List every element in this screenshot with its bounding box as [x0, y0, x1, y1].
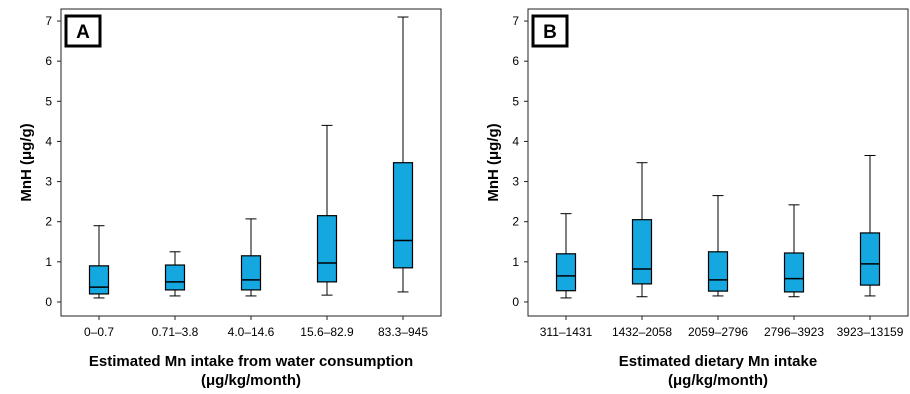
y-tick-label: 2	[45, 215, 52, 229]
y-tick-label: 5	[45, 94, 52, 108]
x-tick-label: 4.0–14.6	[228, 325, 275, 339]
x-tick-label: 2059–2796	[688, 325, 748, 339]
box-iqr	[555, 253, 577, 292]
x-tick-label: 3923–13159	[837, 325, 904, 339]
y-tick-label: 2	[512, 215, 519, 229]
x-tick-label: 15.6–82.9	[300, 325, 354, 339]
box-1	[555, 213, 577, 299]
panel-letter-box	[64, 14, 102, 48]
y-tick-label: 5	[512, 94, 519, 108]
y-tick-label: 4	[45, 134, 52, 148]
box-4	[316, 124, 338, 296]
box-2	[164, 251, 186, 297]
x-tick-label: 311–1431	[540, 325, 593, 339]
y-tick-label: 4	[512, 134, 519, 148]
x-tick-label: 0.71–3.8	[152, 325, 199, 339]
y-tick-label: 3	[45, 175, 52, 189]
box-1	[88, 225, 110, 299]
panel-b: B 0 1 2 3 4 5 6 7 311–1431 1432–2058 2059–2796 2796–…	[485, 8, 909, 389]
panel-letter-box	[531, 14, 569, 48]
box-iqr	[88, 265, 110, 295]
box-iqr	[392, 162, 414, 269]
box-iqr	[164, 264, 186, 291]
x-axis-label-line-2: (μg/kg/month)	[668, 372, 768, 389]
x-tick-label: 2796–3923	[764, 325, 824, 339]
box-iqr	[631, 219, 653, 285]
x-axis-label-line-1: Estimated dietary Mn intake	[619, 353, 817, 370]
x-axis-label-line-1: Estimated Mn intake from water consumpti…	[89, 353, 413, 370]
y-tick-label: 3	[512, 175, 519, 189]
x-axis-label-line-2: (μg/kg/month)	[201, 372, 301, 389]
box-iqr	[783, 252, 805, 293]
y-tick-label: 6	[45, 54, 52, 68]
x-tick-label: 0–0.7	[84, 325, 114, 339]
y-tick-label: 1	[45, 255, 52, 269]
y-tick-label: 7	[512, 14, 519, 28]
box-5	[859, 154, 881, 297]
panel-a: A 0 1 2 3 4 5 6 7 0–0.7 0.71–3.8 4.0–14.6 15.6–82.9 8…	[18, 8, 442, 389]
y-tick-label: 7	[45, 14, 52, 28]
box-3	[707, 195, 729, 297]
y-axis-label: MnH (μg/g)	[18, 123, 35, 201]
y-axis-label: MnH (μg/g)	[485, 123, 502, 201]
box-iqr	[316, 215, 338, 283]
panel-letter: B	[543, 22, 557, 43]
box-3	[240, 218, 262, 297]
box-5	[392, 16, 414, 293]
x-tick-label: 83.3–945	[378, 325, 428, 339]
y-tick-label: 0	[512, 295, 519, 309]
y-tick-label: 0	[45, 295, 52, 309]
box-iqr	[707, 251, 729, 292]
y-tick-label: 6	[512, 54, 519, 68]
y-tick-label: 1	[512, 255, 519, 269]
box-iqr	[240, 255, 262, 291]
box-iqr	[859, 232, 881, 286]
x-tick-label: 1432–2058	[612, 325, 672, 339]
box-2	[631, 162, 653, 298]
box-4	[783, 204, 805, 298]
panel-letter: A	[76, 22, 90, 43]
